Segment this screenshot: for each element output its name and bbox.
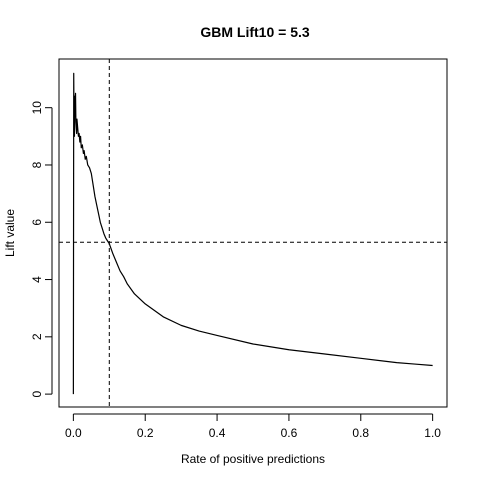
x-axis: 0.0 0.2 0.4 0.6 0.8 1.0 [65,413,441,440]
y-axis-label: Lift value [3,209,17,257]
plot-frame [58,58,448,408]
lift-curve [72,72,433,395]
y-tick-label: 6 [30,219,44,226]
chart-title: GBM Lift10 = 5.3 [200,24,310,40]
y-tick-label: 8 [30,161,44,168]
y-tick-label: 10 [30,101,44,115]
y-tick-label: 2 [30,333,44,340]
y-tick-label: 0 [30,390,44,397]
y-tick-label: 4 [30,276,44,283]
x-tick-label: 0.8 [352,426,369,440]
reference-lines [59,59,447,407]
x-tick-label: 1.0 [424,426,441,440]
x-axis-label: Rate of positive predictions [181,452,325,466]
series-layer [72,72,433,395]
y-axis: 0 2 4 6 8 10 [30,101,53,397]
x-tick-label: 0.2 [137,426,154,440]
x-tick-label: 0.0 [65,426,82,440]
x-tick-label: 0.6 [281,426,298,440]
x-tick-label: 0.4 [209,426,226,440]
